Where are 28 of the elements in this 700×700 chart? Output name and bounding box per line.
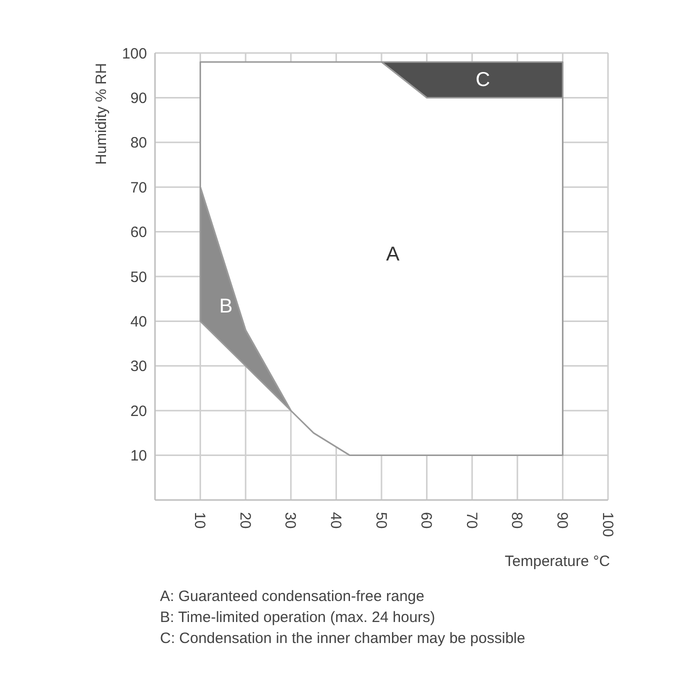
annotation: C: [476, 68, 490, 91]
text: C: Condensation in the inner chamber may be possible: [160, 629, 526, 649]
x-tick-label: 60: [418, 512, 435, 529]
x-tick-label: 100: [598, 512, 616, 538]
text: A: Guaranteed condensation-free range: [160, 587, 426, 607]
y-tick-label: 40: [130, 314, 147, 331]
y-tick-label: 60: [130, 224, 147, 242]
annotation: A: [386, 244, 400, 266]
annotation: B: [219, 295, 233, 318]
y-tick-label: 20: [130, 402, 147, 420]
y-tick-label: 80: [130, 134, 147, 152]
y-axis-title: Humidity % RH: [93, 63, 110, 165]
x-tick-label: 40: [326, 512, 344, 529]
y-tick-label: 90: [130, 90, 147, 108]
text: B: Time-limited operation (max. 24 hours): [160, 608, 436, 628]
x-tick-label: 70: [462, 512, 480, 529]
y-tick-label: 30: [130, 358, 147, 376]
x-tick-label: 50: [372, 512, 390, 529]
x-tick-label: 30: [282, 512, 299, 529]
y-tick-label: 10: [130, 448, 147, 465]
y-tick-label: 100: [122, 45, 147, 62]
x-tick-label: 20: [236, 512, 254, 529]
x-axis-title: Temperature °C: [504, 553, 610, 570]
y-tick-label: 70: [130, 179, 147, 196]
x-tick-label: 10: [191, 512, 208, 529]
x-tick-label: 90: [553, 512, 570, 529]
x-tick-label: 80: [508, 512, 526, 529]
y-tick-label: 50: [130, 268, 147, 286]
